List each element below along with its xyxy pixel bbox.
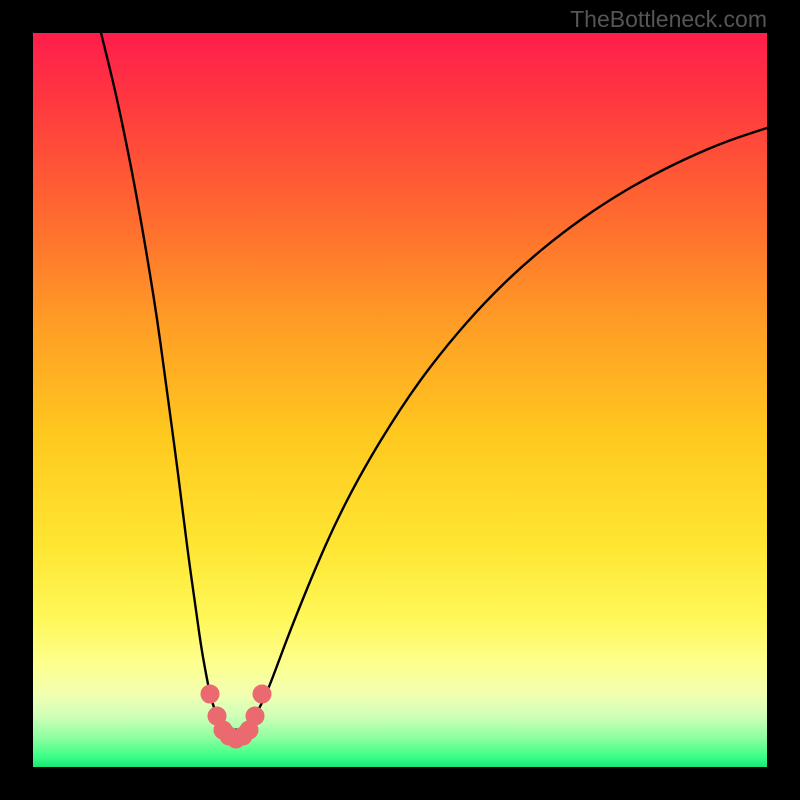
gradient-background xyxy=(33,33,767,767)
chart-frame: TheBottleneck.com xyxy=(0,0,800,800)
valley-marker xyxy=(246,707,264,725)
plot-svg xyxy=(33,33,767,767)
valley-marker xyxy=(201,685,219,703)
valley-marker xyxy=(253,685,271,703)
plot-area xyxy=(33,33,767,767)
watermark-text: TheBottleneck.com xyxy=(570,6,767,33)
